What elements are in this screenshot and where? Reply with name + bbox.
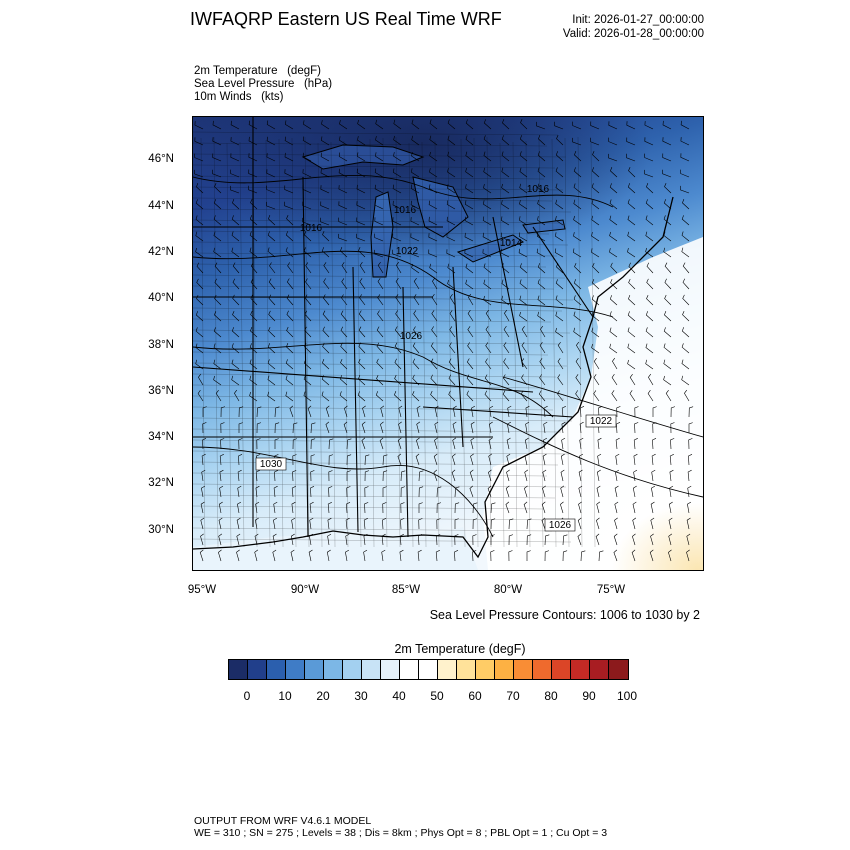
colorbar-tick-label: 60 <box>468 689 482 703</box>
colorbar-swatch <box>305 660 324 679</box>
pressure-label: 1022 <box>585 414 617 428</box>
svg-text:1016: 1016 <box>527 184 550 195</box>
svg-text:1026: 1026 <box>400 331 423 342</box>
latitude-label: 46°N <box>148 153 174 165</box>
svg-text:1030: 1030 <box>260 459 283 470</box>
colorbar-swatch <box>533 660 552 679</box>
colorbar-tick-label: 90 <box>582 689 596 703</box>
svg-text:1016: 1016 <box>300 223 323 234</box>
map-svg: 1016 1016 1022 1014 1016 1026 1022 1030 1026 <box>193 117 703 570</box>
field-winds: 10m Winds (kts) <box>194 91 284 103</box>
model-version: OUTPUT FROM WRF V4.6.1 MODEL <box>194 815 372 827</box>
field-temperature: 2m Temperature (degF) <box>194 65 321 77</box>
colorbar-tick-label: 70 <box>506 689 520 703</box>
valid-time: Valid: 2026-01-28_00:00:00 <box>562 28 704 40</box>
colorbar-swatch <box>267 660 286 679</box>
pressure-label: 1016 <box>394 205 417 216</box>
init-time: Init: 2026-01-27_00:00:00 <box>572 14 704 26</box>
colorbar-swatch <box>419 660 438 679</box>
colorbar-tick-label: 20 <box>316 689 330 703</box>
colorbar-swatch <box>590 660 609 679</box>
colorbar-tick-label: 50 <box>430 689 444 703</box>
field-pressure: Sea Level Pressure (hPa) <box>194 78 333 90</box>
latitude-label: 34°N <box>148 431 174 443</box>
contour-note: Sea Level Pressure Contours: 1006 to 103… <box>429 608 700 622</box>
colorbar-tick-label: 40 <box>392 689 406 703</box>
colorbar-swatch <box>495 660 514 679</box>
svg-text:1016: 1016 <box>394 205 417 216</box>
colorbar-tick-label: 10 <box>278 689 292 703</box>
svg-text:1026: 1026 <box>549 520 572 531</box>
plot-title: IWFAQRP Eastern US Real Time WRF <box>190 9 502 29</box>
colorbar-swatch <box>514 660 533 679</box>
colorbar-tick-label: 80 <box>544 689 558 703</box>
longitude-label: 85°W <box>391 584 421 596</box>
colorbar-swatch <box>248 660 267 679</box>
county-borders <box>193 131 596 548</box>
latitude-label: 32°N <box>148 477 174 489</box>
warm-ocean <box>443 367 703 570</box>
longitude-label: 90°W <box>290 584 320 596</box>
lake-ontario <box>522 219 566 234</box>
pressure-label: 1026 <box>400 331 423 342</box>
model-config: WE = 310 ; SN = 275 ; Levels = 38 ; Dis … <box>194 827 608 839</box>
wind-barbs <box>194 118 694 562</box>
lake-superior <box>301 144 425 170</box>
colorbar <box>228 659 629 680</box>
colorbar-swatch <box>457 660 476 679</box>
latitude-label: 30°N <box>148 524 174 536</box>
colorbar-swatch <box>229 660 248 679</box>
colorbar-swatch <box>362 660 381 679</box>
pressure-labels: 1016 1016 1022 1014 1016 1026 1022 1030 1026 <box>255 184 617 532</box>
colorbar-title: 2m Temperature (degF) <box>394 642 526 656</box>
state-borders <box>193 117 594 538</box>
pressure-label: 1014 <box>500 238 523 249</box>
latitude-label: 44°N <box>148 200 174 212</box>
latitude-label: 40°N <box>148 292 174 304</box>
pressure-label: 1030 <box>255 457 287 471</box>
colorbar-swatch <box>552 660 571 679</box>
colorbar-swatch <box>324 660 343 679</box>
colorbar-swatch <box>438 660 457 679</box>
colorbar-swatch <box>476 660 495 679</box>
pressure-label: 1022 <box>396 246 419 257</box>
colorbar-swatch <box>571 660 590 679</box>
colorbar-tick-label: 30 <box>354 689 368 703</box>
svg-text:1014: 1014 <box>500 238 523 249</box>
run-times: Init: 2026-01-27_00:00:00 Valid: 2026-01… <box>563 13 704 41</box>
field-list: 2m Temperature (degF) Sea Level Pressure… <box>194 65 332 104</box>
latitude-label: 38°N <box>148 339 174 351</box>
colorbar-tick-label: 100 <box>616 689 638 703</box>
map-panel: 1016 1016 1022 1014 1016 1026 1022 1030 1026 <box>192 116 704 571</box>
latitude-label: 36°N <box>148 385 174 397</box>
pressure-label: 1016 <box>527 184 550 195</box>
gulf-of-mexico <box>193 527 478 570</box>
svg-text:1022: 1022 <box>590 416 613 427</box>
pressure-contours <box>193 174 703 538</box>
longitude-label: 95°W <box>187 584 217 596</box>
pressure-label: 1016 <box>300 223 323 234</box>
colorbar-swatch <box>286 660 305 679</box>
latitude-label: 42°N <box>148 246 174 258</box>
colorbar-tick-label: 0 <box>243 689 251 703</box>
longitude-label: 75°W <box>596 584 626 596</box>
colorbar-swatch <box>343 660 362 679</box>
longitude-label: 80°W <box>493 584 523 596</box>
colorbar-swatch <box>381 660 400 679</box>
svg-text:1022: 1022 <box>396 246 419 257</box>
colorbar-swatch <box>400 660 419 679</box>
model-info: OUTPUT FROM WRF V4.6.1 MODEL WE = 310 ; … <box>194 815 607 839</box>
pressure-label: 1026 <box>544 518 576 532</box>
colorbar-swatch <box>609 660 628 679</box>
